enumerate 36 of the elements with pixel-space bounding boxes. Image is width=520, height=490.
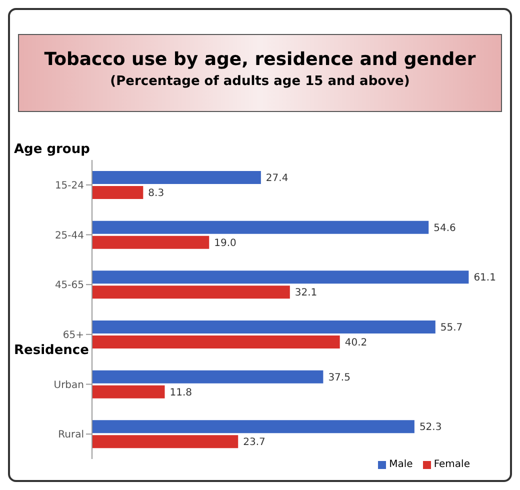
data-label: 61.1	[474, 272, 496, 284]
bar	[92, 320, 436, 334]
bar	[92, 171, 261, 184]
y-tick-label: 65+	[62, 330, 84, 341]
data-label: 23.7	[243, 437, 266, 448]
bar	[92, 236, 210, 249]
chart-title: Tobacco use by age, residence and gender	[43, 49, 477, 70]
data-label: 27.4	[266, 173, 288, 184]
chart-subtitle: (Percentage of adults age 15 and above)	[109, 74, 411, 89]
y-tick-label: 25-44	[54, 230, 84, 242]
bar	[92, 370, 324, 384]
bar	[92, 286, 290, 299]
legend-label: Female	[432, 459, 470, 470]
data-label: 19.0	[214, 238, 236, 249]
data-label: 11.8	[170, 387, 192, 398]
bar	[92, 270, 469, 284]
bar	[92, 420, 414, 434]
bar	[92, 336, 340, 348]
data-label: 40.2	[344, 338, 368, 349]
legend-label: Male	[388, 459, 413, 470]
data-label: 55.7	[440, 322, 463, 334]
data-label: 52.3	[419, 422, 442, 434]
text: Residence	[14, 342, 89, 358]
bar	[92, 220, 429, 234]
y-tick-label: Rural	[58, 430, 84, 441]
y-tick-label: Urban	[54, 380, 84, 391]
data-label: 54.6	[434, 222, 456, 234]
y-tick-label: 15-24	[54, 180, 84, 192]
bar	[92, 186, 144, 199]
data-label: 37.5	[328, 372, 350, 384]
text: Age group	[14, 142, 90, 157]
bar	[92, 435, 238, 448]
bar	[92, 385, 165, 398]
data-label: 32.1	[294, 288, 318, 299]
y-tick-label: 45-65	[54, 280, 84, 292]
data-label: 8.3	[148, 188, 164, 200]
